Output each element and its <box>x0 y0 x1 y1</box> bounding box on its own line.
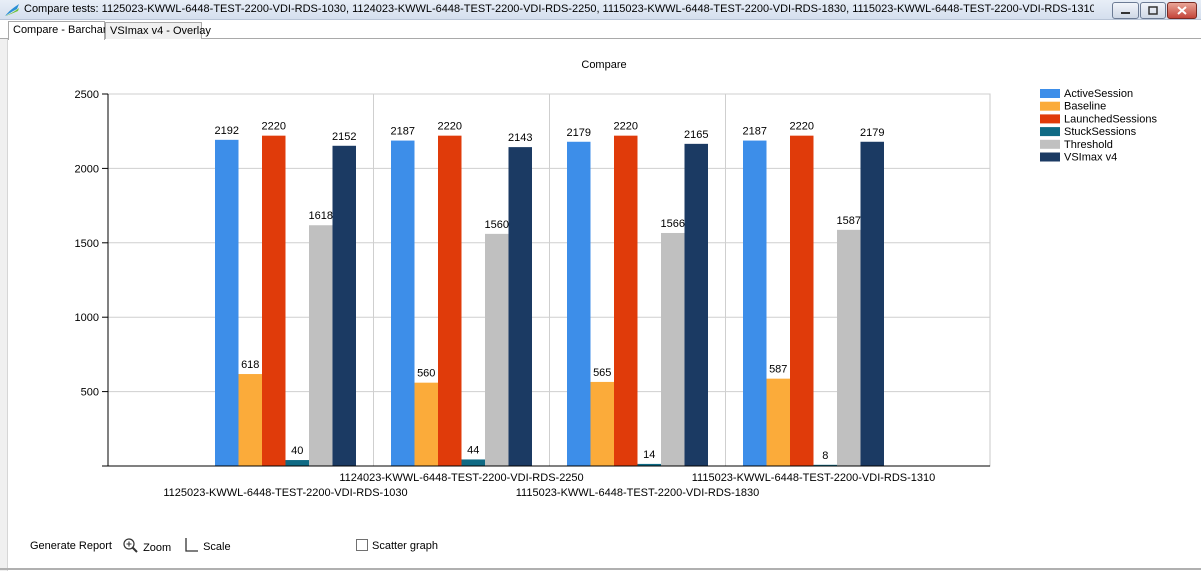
bar <box>414 382 438 466</box>
bar <box>485 233 509 466</box>
minimize-icon <box>1121 12 1130 14</box>
x-category-label: 1115023-KWWL-6448-TEST-2200-VDI-RDS-1830 <box>516 487 760 499</box>
data-label: 2220 <box>614 121 638 133</box>
data-label: 587 <box>769 364 787 376</box>
data-label: 2220 <box>262 121 286 133</box>
scatter-graph-checkbox[interactable]: Scatter graph <box>356 539 438 552</box>
bar <box>332 145 356 466</box>
y-tick-label: 500 <box>81 387 99 399</box>
data-label: 44 <box>467 444 479 456</box>
chart-title: Compare <box>581 59 626 71</box>
bottom-border <box>0 568 1201 570</box>
bar <box>567 141 591 466</box>
y-tick-label: 1000 <box>75 312 99 324</box>
bar <box>743 140 767 466</box>
legend-entry: StuckSessions <box>1064 126 1137 138</box>
data-label: 1587 <box>837 215 861 227</box>
data-label: 2220 <box>438 121 462 133</box>
legend-swatch <box>1040 114 1060 124</box>
y-tick-label: 1500 <box>75 238 99 250</box>
data-label: 2187 <box>391 126 415 138</box>
bar <box>860 141 884 466</box>
app-logo-icon <box>5 4 19 16</box>
legend-entry: VSImax v4 <box>1064 152 1117 164</box>
title-bar: Compare tests: 1125023-KWWL-6448-TEST-22… <box>0 0 1201 20</box>
tab-strip: Compare - Barcharts VSImax v4 - Overlay <box>0 20 1201 40</box>
zoom-label: Zoom <box>143 542 172 554</box>
legend-entry: LaunchedSessions <box>1064 113 1157 125</box>
bars: 2192 2187 2179 2187 618 560 565 587 2220 2220 2220… <box>215 121 884 467</box>
bar <box>238 374 262 466</box>
restore-icon <box>1148 6 1158 15</box>
legend-swatch <box>1040 152 1060 162</box>
y-tick-label: 2000 <box>75 163 99 175</box>
panel-left-edge <box>0 39 8 571</box>
bar-chart: Compare 2192 2187 2179 2187 618 560 565 587 2220… <box>75 59 1158 499</box>
data-label: 565 <box>593 367 611 379</box>
scale-button[interactable]: Scale <box>184 537 231 555</box>
scatter-graph-label: Scatter graph <box>372 540 439 552</box>
legend-swatch <box>1040 139 1060 149</box>
data-label: 2143 <box>508 132 532 144</box>
data-label: 1566 <box>661 218 685 230</box>
legend-entry: Threshold <box>1064 139 1113 151</box>
axes: 500 1000 1500 2000 2500 1125023-KWWL-6448-TES… <box>75 89 990 499</box>
y-tick-label: 2500 <box>75 89 99 101</box>
data-label: 1560 <box>485 219 509 231</box>
bar <box>438 135 462 466</box>
bar <box>391 140 415 466</box>
data-label: 2179 <box>567 127 591 139</box>
bar <box>285 460 309 466</box>
bar <box>661 232 685 466</box>
close-button[interactable] <box>1167 2 1197 19</box>
window-title: Compare tests: 1125023-KWWL-6448-TEST-22… <box>24 3 1094 15</box>
magnifier-plus-icon <box>123 538 138 553</box>
bar <box>790 135 814 466</box>
x-category-label: 1115023-KWWL-6448-TEST-2200-VDI-RDS-1310 <box>692 472 936 484</box>
data-label: 2165 <box>684 129 708 141</box>
bar <box>637 463 661 466</box>
data-label: 8 <box>822 450 828 462</box>
axes-icon <box>185 538 198 552</box>
bar <box>508 147 532 467</box>
data-label: 618 <box>241 359 259 371</box>
maximize-button[interactable] <box>1140 2 1166 19</box>
legend-swatch <box>1040 89 1060 98</box>
generate-report-button[interactable]: Generate Report <box>30 540 112 552</box>
bar <box>215 139 239 467</box>
data-label: 2152 <box>332 131 356 143</box>
bar <box>590 381 614 466</box>
data-label: 1618 <box>309 210 333 222</box>
checkbox-box[interactable] <box>356 539 368 551</box>
bar <box>766 378 790 466</box>
bar <box>684 143 708 466</box>
legend-swatch <box>1040 127 1060 137</box>
x-category-label: 1124023-KWWL-6448-TEST-2200-VDI-RDS-2250 <box>339 472 583 484</box>
legend: ActiveSessionBaselineLaunchedSessionsStu… <box>1040 88 1157 164</box>
legend-swatch <box>1040 101 1060 111</box>
tab-vsimax-overlay[interactable]: VSImax v4 - Overlay <box>105 22 211 39</box>
data-label: 560 <box>417 368 435 380</box>
close-icon <box>1177 6 1187 15</box>
bar <box>813 464 837 466</box>
data-label: 2220 <box>790 121 814 133</box>
minimize-button[interactable] <box>1112 2 1139 19</box>
bar <box>262 135 286 466</box>
x-category-label: 1125023-KWWL-6448-TEST-2200-VDI-RDS-1030 <box>163 487 407 499</box>
data-label: 2187 <box>743 126 767 138</box>
legend-entry: ActiveSession <box>1064 88 1133 100</box>
data-label: 40 <box>291 445 303 457</box>
bar <box>461 459 485 466</box>
zoom-button[interactable]: Zoom <box>122 537 171 555</box>
tab-compare-barcharts[interactable]: Compare - Barcharts <box>8 21 115 40</box>
data-label: 2192 <box>215 125 239 137</box>
data-label: 2179 <box>860 127 884 139</box>
bar <box>614 135 638 466</box>
bar <box>309 225 333 466</box>
legend-entry: Baseline <box>1064 101 1106 113</box>
bar <box>837 229 861 466</box>
scale-label: Scale <box>203 541 231 553</box>
data-label: 14 <box>643 449 655 461</box>
